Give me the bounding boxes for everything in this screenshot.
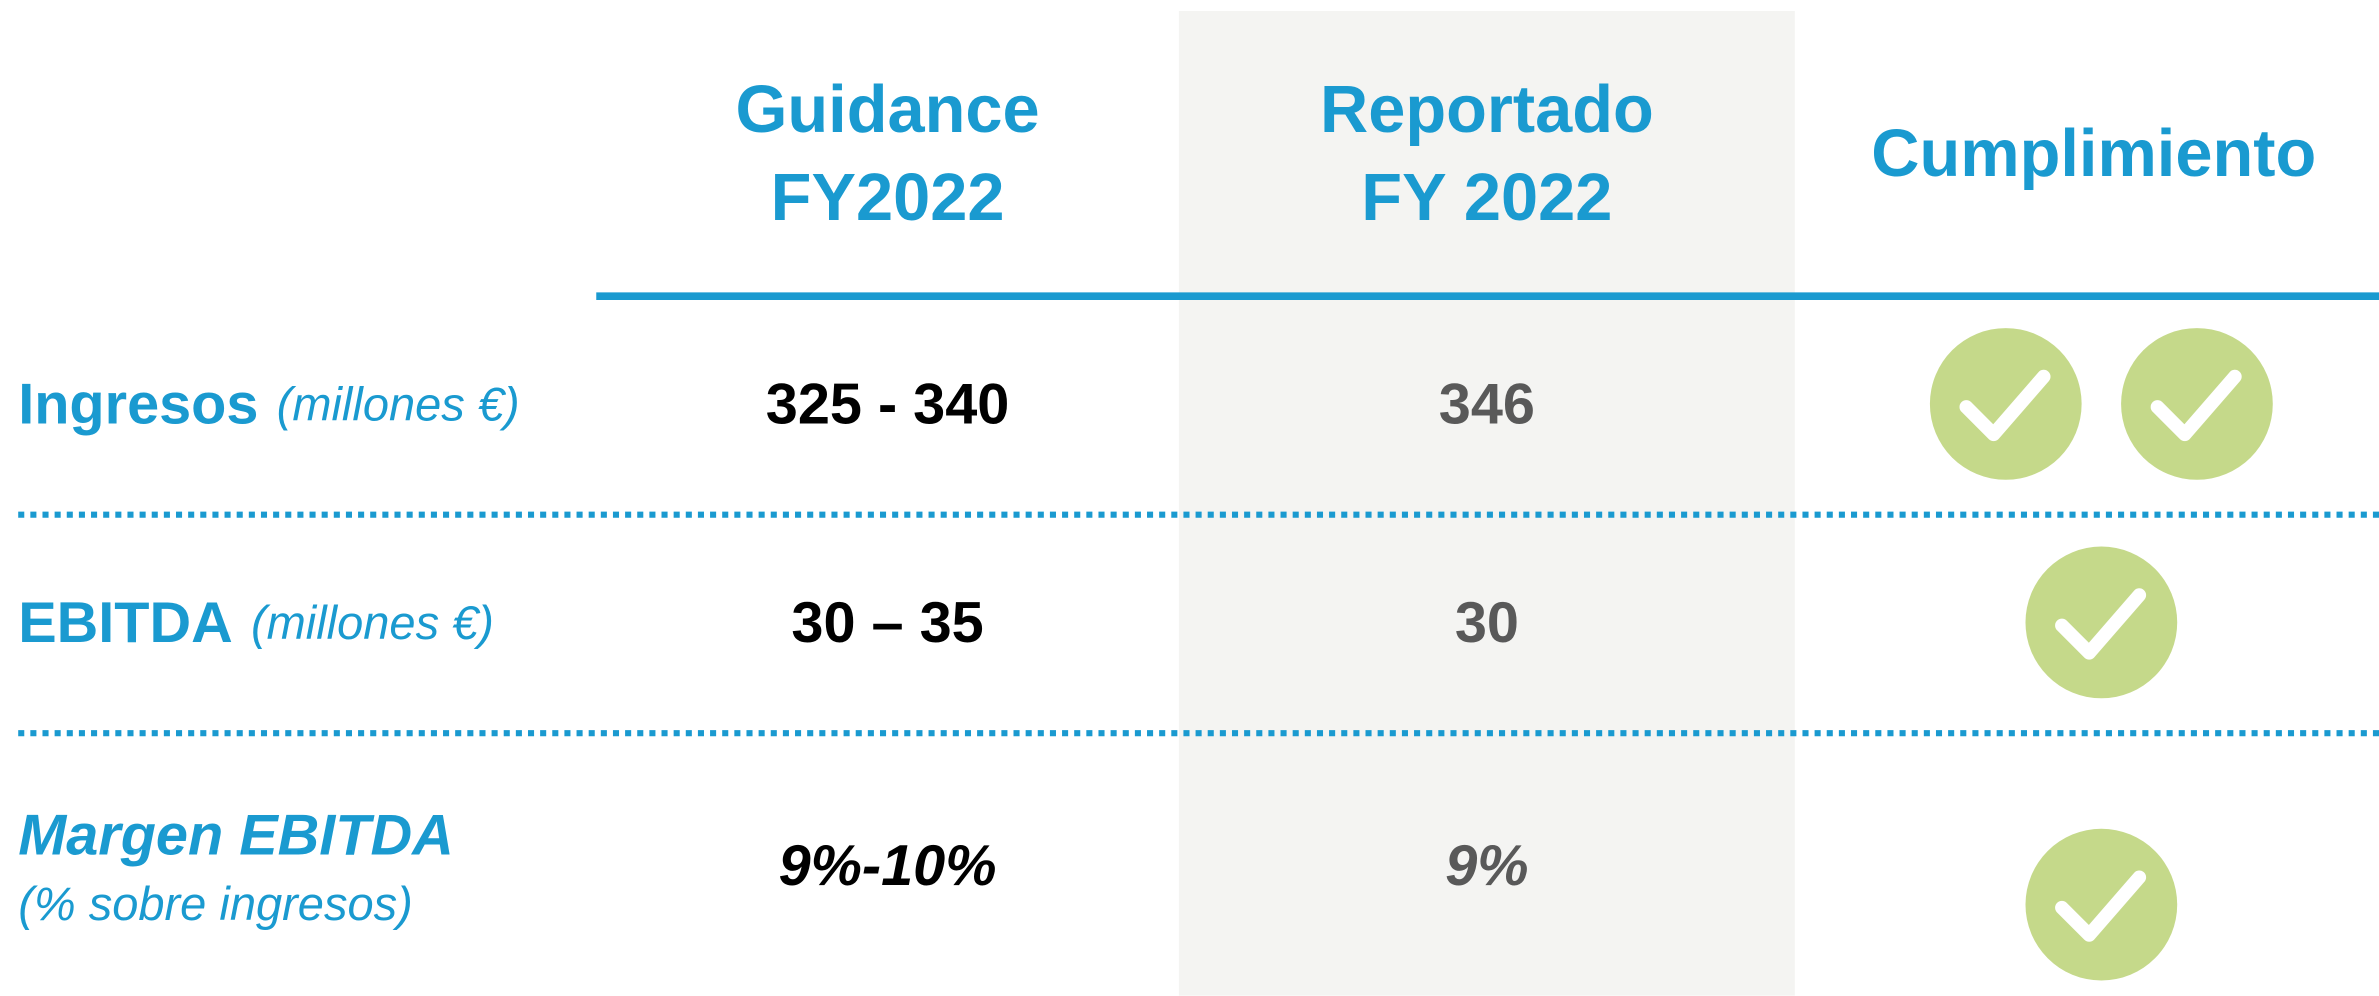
guidance: 325 - 340 [766, 373, 1010, 437]
sublabel: (% sobre ingresos) [18, 877, 413, 930]
header: Guidance [735, 73, 1039, 147]
header: Cumplimiento [1871, 117, 2316, 191]
reported: 346 [1439, 373, 1535, 437]
row-label: EBITDA (millones €) [18, 591, 494, 655]
check-icon [2121, 328, 2273, 480]
highlight-column [1178, 10, 1795, 996]
row-label: Ingresos (millones €) [18, 373, 519, 437]
label: Ingresos [18, 373, 258, 437]
check-icon [2025, 546, 2178, 699]
row-label: Margen EBITDA [18, 804, 454, 868]
guidance: 9%-10% [779, 834, 997, 898]
label: EBITDA [18, 591, 233, 655]
header: FY2022 [771, 161, 1005, 235]
reported: 30 [1455, 591, 1519, 655]
guidance: 30 – 35 [791, 591, 983, 655]
check-icon [1929, 328, 2082, 480]
sublabel: (millones €) [251, 596, 494, 649]
sublabel: (millones €) [277, 378, 520, 431]
check-icon [2025, 828, 2178, 981]
header: FY 2022 [1361, 161, 1612, 235]
reported: 9% [1445, 834, 1528, 898]
header: Reportado [1320, 73, 1654, 147]
